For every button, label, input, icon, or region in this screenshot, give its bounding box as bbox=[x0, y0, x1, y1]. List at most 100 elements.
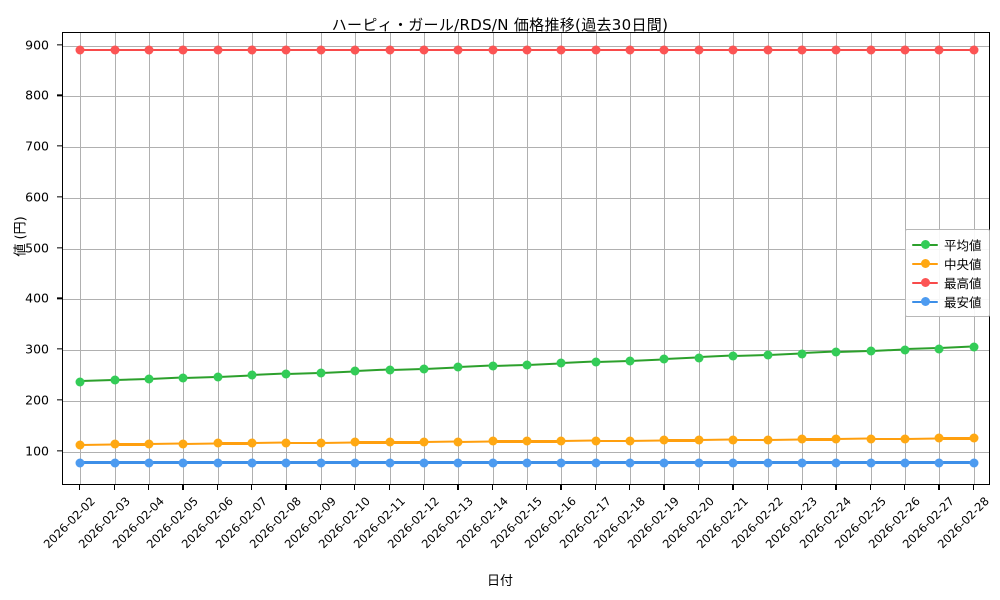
data-point bbox=[178, 458, 188, 468]
gridline-vertical bbox=[148, 33, 150, 484]
legend-marker-icon bbox=[912, 239, 938, 251]
legend-item-平均値[interactable]: 平均値 bbox=[912, 235, 982, 254]
gridline-vertical bbox=[423, 33, 425, 484]
plot-area bbox=[62, 32, 990, 485]
line-segment-最高値 bbox=[458, 48, 493, 51]
data-point bbox=[556, 458, 566, 468]
line-segment-最高値 bbox=[561, 48, 596, 51]
data-point bbox=[488, 458, 498, 468]
data-point bbox=[247, 438, 257, 448]
x-tick-mark bbox=[319, 485, 322, 490]
y-tick-label: 600 bbox=[25, 189, 49, 205]
data-point bbox=[75, 440, 85, 450]
line-segment-最安値 bbox=[801, 461, 837, 464]
data-point bbox=[797, 45, 807, 55]
x-tick-mark bbox=[182, 485, 184, 490]
line-segment-最安値 bbox=[561, 461, 596, 464]
y-tick-label: 700 bbox=[25, 138, 49, 154]
data-point bbox=[316, 438, 326, 448]
line-segment-最高値 bbox=[939, 48, 974, 51]
line-segment-最安値 bbox=[80, 461, 115, 464]
line-segment-最安値 bbox=[183, 461, 218, 464]
data-point bbox=[556, 436, 566, 446]
line-segment-最高値 bbox=[905, 48, 940, 51]
data-point bbox=[625, 436, 635, 446]
y-tick-label: 800 bbox=[25, 87, 49, 103]
line-segment-最高値 bbox=[355, 48, 390, 51]
x-tick-mark bbox=[526, 485, 528, 490]
legend-item-中央値[interactable]: 中央値 bbox=[912, 254, 982, 273]
data-point bbox=[659, 435, 669, 445]
y-tick-mark bbox=[57, 94, 62, 97]
y-tick-mark bbox=[57, 449, 62, 452]
line-segment-最安値 bbox=[527, 461, 562, 464]
x-tick-mark bbox=[457, 485, 459, 490]
line-segment-中央値 bbox=[664, 439, 699, 442]
data-point bbox=[144, 458, 154, 468]
line-segment-中央値 bbox=[939, 437, 974, 440]
line-segment-最安値 bbox=[595, 461, 631, 464]
legend-label: 中央値 bbox=[944, 257, 982, 272]
x-tick-mark bbox=[594, 485, 597, 490]
data-point bbox=[728, 458, 738, 468]
data-point bbox=[969, 45, 979, 55]
data-point bbox=[385, 458, 395, 468]
gridline-vertical bbox=[698, 33, 700, 484]
data-point bbox=[900, 458, 910, 468]
x-tick-mark bbox=[972, 485, 975, 490]
line-segment-最高値 bbox=[527, 48, 562, 51]
data-point bbox=[178, 439, 188, 449]
x-tick-mark bbox=[697, 485, 700, 490]
chart-legend: 平均値中央値 最高値最安値 bbox=[905, 229, 990, 317]
x-tick-mark bbox=[835, 485, 837, 490]
line-segment-最安値 bbox=[114, 461, 149, 464]
data-point bbox=[350, 437, 360, 447]
line-segment-最安値 bbox=[355, 461, 390, 464]
x-tick-mark bbox=[869, 485, 871, 490]
line-segment-中央値 bbox=[733, 438, 768, 442]
data-point bbox=[213, 438, 223, 448]
legend-marker-icon bbox=[912, 296, 938, 308]
data-point bbox=[350, 45, 360, 55]
gridline-vertical bbox=[767, 33, 769, 484]
line-segment-最高値 bbox=[698, 48, 734, 51]
data-point bbox=[694, 353, 704, 363]
y-axis-ticks: 100 200 300 400 500 600 700 800 900 bbox=[0, 32, 62, 485]
line-segment-最高値 bbox=[801, 48, 837, 51]
data-point bbox=[591, 436, 601, 446]
x-tick-mark bbox=[147, 485, 150, 490]
gridline-horizontal bbox=[63, 299, 989, 301]
data-point bbox=[831, 434, 841, 444]
x-tick-mark bbox=[766, 485, 768, 490]
legend-marker-icon bbox=[912, 277, 938, 289]
data-point bbox=[831, 458, 841, 468]
x-tick-mark bbox=[216, 485, 218, 490]
gridline-horizontal bbox=[63, 197, 989, 199]
data-point bbox=[316, 368, 326, 378]
line-segment-最安値 bbox=[664, 461, 699, 464]
y-tick-mark bbox=[57, 246, 62, 249]
legend-item-最高値[interactable]: 最高値 bbox=[912, 273, 982, 292]
legend-label: 最安値 bbox=[944, 295, 982, 310]
line-segment-最安値 bbox=[252, 461, 287, 464]
data-point bbox=[900, 45, 910, 55]
data-point bbox=[75, 377, 85, 386]
gridline-vertical bbox=[320, 33, 322, 484]
gridline-horizontal bbox=[63, 96, 989, 98]
legend-item-最安値[interactable]: 最安値 bbox=[912, 292, 982, 311]
data-point bbox=[763, 435, 773, 445]
gridline-vertical bbox=[183, 33, 185, 484]
x-tick-mark bbox=[113, 485, 115, 490]
y-tick-mark bbox=[57, 145, 62, 147]
legend-label: 平均値 bbox=[944, 238, 982, 253]
line-segment-最安値 bbox=[492, 461, 527, 464]
x-tick-mark bbox=[79, 485, 81, 490]
data-point bbox=[556, 45, 566, 55]
gridline-horizontal bbox=[63, 248, 989, 250]
data-point bbox=[866, 434, 876, 444]
data-point bbox=[591, 458, 601, 468]
data-point bbox=[659, 354, 669, 364]
y-tick-mark bbox=[57, 196, 62, 198]
x-tick-mark bbox=[491, 485, 493, 490]
y-tick-mark bbox=[57, 399, 62, 401]
